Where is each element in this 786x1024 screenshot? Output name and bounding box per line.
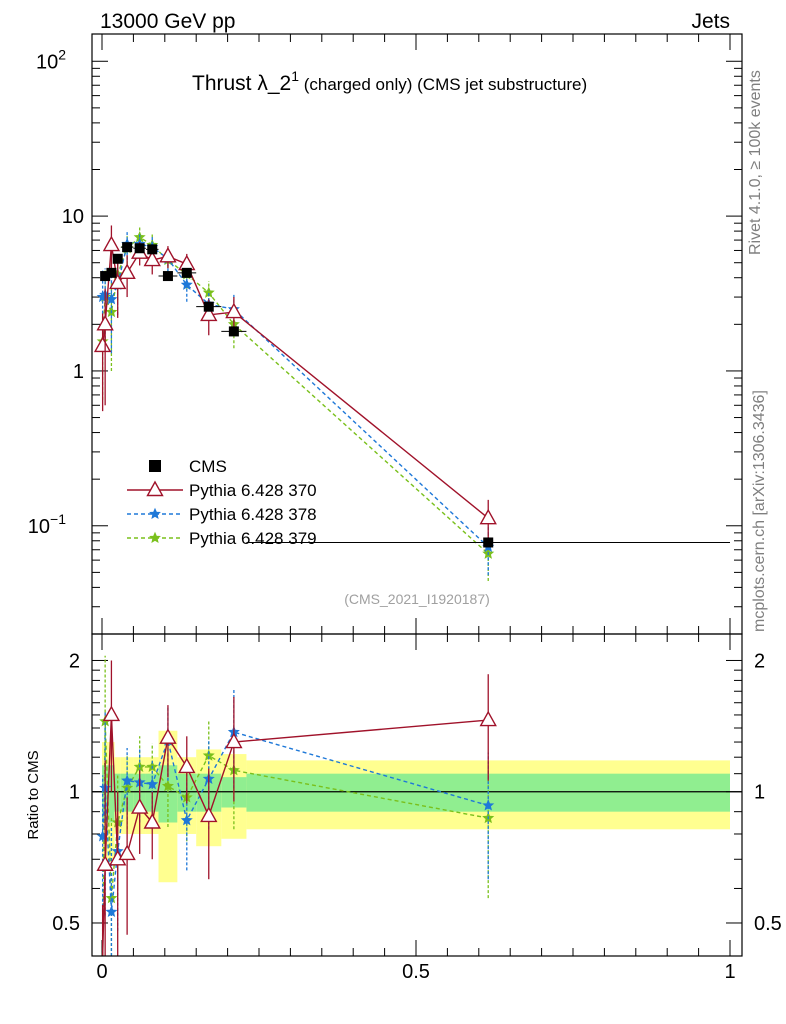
ratio-point-p370 xyxy=(102,705,121,722)
legend-item-cms: CMS xyxy=(149,457,227,476)
ratio-ylabel: Ratio to CMS xyxy=(25,750,42,839)
ratio-point-p370 xyxy=(96,855,114,871)
main-ytick-base: 1 xyxy=(73,361,84,383)
ratio-ytick-label-right: 2 xyxy=(754,650,765,672)
legend-item-p370: Pythia 6.428 370 xyxy=(127,480,317,500)
main-ytick-label: 1 xyxy=(73,361,84,383)
main-line-p370 xyxy=(101,244,489,519)
ratio-point-p378 xyxy=(105,905,118,918)
main-point-p378 xyxy=(180,278,193,290)
main-point-p370 xyxy=(109,273,127,290)
data-point xyxy=(483,537,494,548)
xtick-label: 0.5 xyxy=(402,961,430,983)
legend-marker-p378 xyxy=(149,507,161,520)
data-point xyxy=(122,242,133,253)
ratio-point-p370 xyxy=(479,710,497,727)
data-point xyxy=(228,326,239,337)
ratio-point-p378 xyxy=(146,778,159,790)
ratio-plot-frame xyxy=(91,633,743,957)
data-point xyxy=(203,301,214,312)
main-point-p370 xyxy=(225,302,243,319)
ratio-ytick-label-right: 0.5 xyxy=(754,913,782,935)
xtick-label: 0 xyxy=(96,961,107,983)
series-layer xyxy=(93,225,730,957)
main-point-p370 xyxy=(479,508,497,525)
ratio-line-p379 xyxy=(101,721,489,957)
ratio-ytick-label-left: 2 xyxy=(69,650,80,672)
xtick-label: 1 xyxy=(724,961,735,983)
main-point-p370 xyxy=(93,336,112,353)
main-point-p370 xyxy=(143,250,161,267)
ratio-point-p370 xyxy=(178,757,196,774)
main-point-p370 xyxy=(102,235,121,252)
ratio-ytick-label-left: 1 xyxy=(69,782,80,804)
main-ytick-base: 10 xyxy=(28,516,50,538)
data-point xyxy=(162,271,173,282)
ratio-point-p370 xyxy=(118,844,136,861)
ratio-point-p370 xyxy=(159,728,177,744)
analysis-tag: (CMS_2021_I1920187) xyxy=(344,591,490,607)
legend-label-p370: Pythia 6.428 370 xyxy=(189,481,317,500)
data-point xyxy=(134,243,145,254)
ratio-point-p378 xyxy=(121,774,134,786)
uncertainty-bands xyxy=(102,730,730,883)
chart-title-sup: 1 xyxy=(291,68,299,84)
legend-item-p378: Pythia 6.428 378 xyxy=(127,505,317,524)
data-point xyxy=(106,267,117,278)
header-right: Jets xyxy=(691,10,730,33)
main-ytick-label: 102 xyxy=(36,46,66,73)
ratio-line-p370 xyxy=(101,714,489,957)
legend-label-cms: CMS xyxy=(189,457,227,476)
ratio-point-p378 xyxy=(482,799,495,811)
data-point xyxy=(112,253,123,264)
data-point xyxy=(147,244,158,255)
main-line-p378 xyxy=(102,243,489,548)
ratio-point-p370 xyxy=(143,813,161,829)
legend-label-p378: Pythia 6.428 378 xyxy=(189,505,317,524)
main-ytick-exp: −1 xyxy=(50,511,66,527)
main-ytick-base: 10 xyxy=(36,51,58,73)
main-ytick-label: 10 xyxy=(62,206,84,228)
main-ytick-exp: 2 xyxy=(58,46,66,62)
inner-band-bin xyxy=(108,765,115,823)
ratio-point-p379 xyxy=(161,779,174,792)
legend: CMS Pythia 6.428 370 Pythia 6.428 378 Pythi… xyxy=(127,457,317,548)
mcplots-label: mcplots.cern.ch [arXiv:1306.3436] xyxy=(751,390,768,632)
main-ytick-label: 10−1 xyxy=(28,511,66,538)
legend-marker-p370 xyxy=(146,480,164,497)
legend-marker-cms xyxy=(149,460,161,472)
chart-title-suffix: (charged only) (CMS jet substructure) xyxy=(299,75,587,94)
main-point-p370 xyxy=(96,314,114,331)
ratio-point-p378 xyxy=(180,814,193,826)
data-point xyxy=(181,267,192,278)
series-cms xyxy=(100,242,730,548)
chart-title-main: Thrust λ_2 xyxy=(192,72,291,95)
main-point-p370 xyxy=(118,263,136,280)
ratio-point-p370 xyxy=(130,798,149,814)
main-ytick-base: 10 xyxy=(62,206,84,228)
header-left: 13000 GeV pp xyxy=(100,10,235,33)
chart-title: Thrust λ_21 (charged only) (CMS jet subs… xyxy=(192,68,587,95)
legend-marker-p379 xyxy=(149,531,161,544)
ratio-point-p370 xyxy=(225,732,243,749)
main-point-p370 xyxy=(178,254,196,271)
ratio-line-p378 xyxy=(101,731,489,913)
main-point-p370 xyxy=(159,246,177,263)
main-point-p370 xyxy=(200,305,218,322)
ratio-ytick-label-left: 0.5 xyxy=(52,913,80,935)
series-p370 xyxy=(93,225,497,957)
rivet-label: Rivet 4.1.0, ≥ 100k events xyxy=(747,70,764,255)
ratio-point-p370 xyxy=(200,806,218,823)
ratio-ytick-label-right: 1 xyxy=(754,782,765,804)
data-point xyxy=(100,271,111,282)
legend-label-p379: Pythia 6.428 379 xyxy=(189,529,317,548)
legend-item-p379: Pythia 6.428 379 xyxy=(127,529,317,548)
